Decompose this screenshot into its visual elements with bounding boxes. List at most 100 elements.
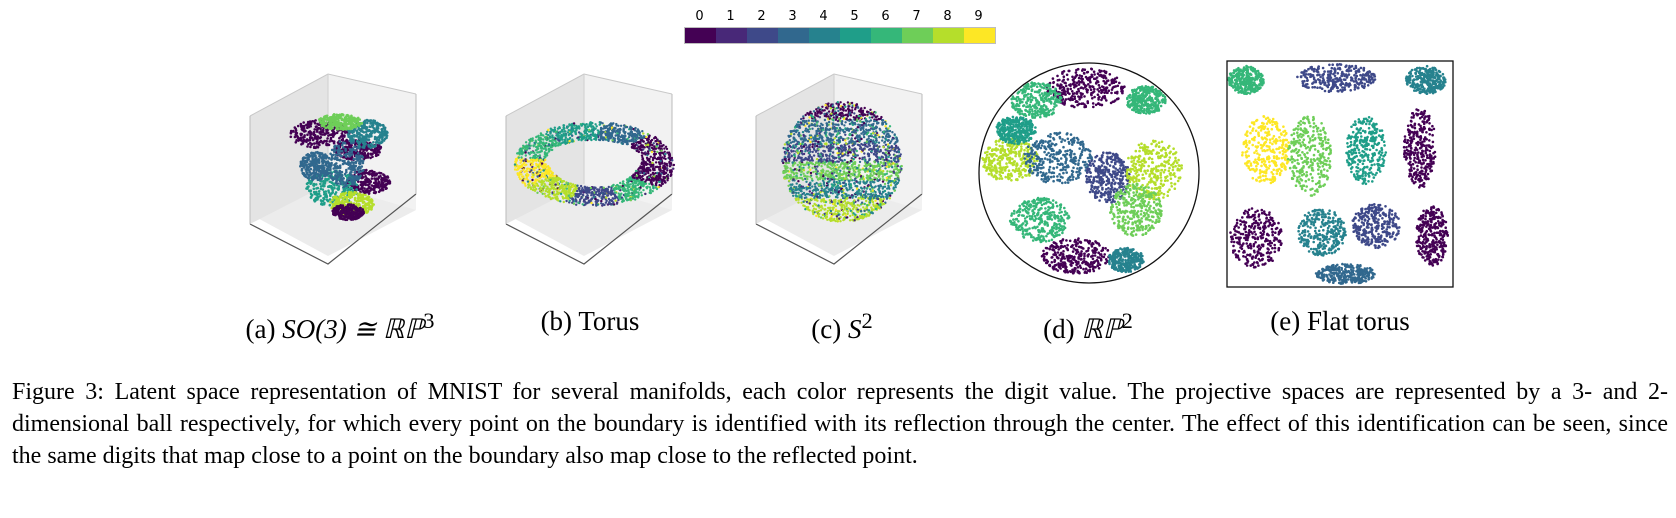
scatter-point: [325, 114, 329, 118]
scatter-point: [666, 151, 669, 154]
scatter-point: [380, 140, 384, 144]
scatter-point: [370, 169, 374, 173]
scatter-point: [304, 174, 307, 178]
scatter-point: [305, 166, 309, 169]
scatter-point: [598, 195, 601, 198]
scatter-point: [518, 153, 521, 156]
scatter-point: [624, 196, 628, 200]
scatter-point: [653, 150, 656, 153]
scatter-point: [383, 175, 386, 178]
scatter-point: [311, 160, 314, 164]
scatter-point: [320, 133, 323, 136]
scatter-point: [371, 121, 375, 124]
scatter-point: [601, 130, 605, 134]
colorbar-swatch: [933, 28, 964, 43]
scatter-point: [311, 151, 315, 155]
scatter-point: [303, 163, 307, 167]
scatter-point: [633, 145, 636, 148]
scatter-point: [562, 180, 566, 183]
scatter-point: [598, 123, 601, 126]
scatter-point: [334, 192, 337, 196]
scatter-point: [309, 145, 312, 149]
scatter-point: [543, 152, 547, 156]
scatter-point: [343, 216, 347, 219]
scatter-point: [654, 136, 658, 140]
scatter-point: [585, 187, 588, 190]
scatter-point: [353, 212, 357, 216]
scatter-point: [637, 194, 640, 198]
scatter-point: [610, 186, 613, 190]
scatter-point: [670, 156, 674, 160]
scatter-point: [599, 186, 602, 189]
scatter-point: [318, 131, 321, 134]
scatter-point: [544, 154, 547, 158]
scatter-point: [312, 132, 315, 136]
scatter-point: [353, 166, 356, 169]
scatter-point: [289, 135, 293, 139]
scatter-point: [579, 132, 582, 135]
scatter-point: [325, 172, 329, 175]
scatter-point: [619, 181, 622, 185]
scatter-point: [336, 114, 339, 117]
scatter-point: [538, 177, 541, 180]
scatter-point: [366, 121, 369, 125]
scatter-point: [349, 186, 352, 190]
scatter-point: [326, 131, 330, 135]
scatter-point: [343, 192, 347, 196]
scatter-point: [376, 124, 379, 128]
scatter-point: [353, 116, 356, 120]
scatter-point: [519, 161, 522, 164]
scatter-point: [312, 183, 315, 187]
scatter-point: [646, 143, 650, 146]
scatter-point: [528, 153, 531, 156]
scatter-point: [640, 138, 643, 142]
scatter-point: [640, 151, 644, 154]
scatter-point: [377, 141, 381, 145]
scatter-point: [332, 210, 335, 214]
scatter-point: [609, 192, 612, 196]
scatter-point: [552, 190, 556, 193]
scatter-point: [543, 192, 546, 195]
scatter-point: [631, 175, 635, 178]
scatter-point: [590, 201, 593, 205]
scatter-point: [608, 132, 612, 136]
scatter-point: [547, 177, 550, 180]
scatter-point: [370, 143, 373, 146]
scatter-point: [339, 126, 342, 130]
scatter-point: [354, 125, 357, 129]
scatter-point: [351, 129, 354, 133]
colorbar-tick-label: 3: [788, 9, 797, 24]
scatter-point: [328, 140, 331, 143]
scatter-point: [518, 173, 521, 177]
scatter-point: [361, 208, 364, 211]
scatter-point: [335, 179, 339, 182]
scatter-point: [315, 190, 318, 194]
scatter-point: [385, 136, 388, 139]
scatter-point: [611, 131, 614, 134]
scatter-point: [657, 185, 660, 189]
scatter-point: [516, 164, 519, 168]
scatter-point: [587, 200, 591, 204]
scatter-point: [377, 138, 381, 142]
scatter-point: [366, 147, 369, 151]
scatter-point: [343, 122, 347, 125]
scatter-point: [358, 128, 362, 132]
scatter-point: [370, 177, 374, 180]
scatter-point: [627, 192, 631, 195]
scatter-point: [341, 143, 344, 147]
scatter-point: [662, 172, 666, 176]
scatter-point: [339, 158, 342, 162]
scatter-point: [310, 142, 314, 146]
scatter-point: [364, 193, 367, 197]
scatter-point: [353, 171, 357, 174]
scatter-point: [668, 155, 671, 159]
scatter-point: [661, 156, 664, 159]
scatter-point: [346, 140, 349, 143]
scatter-point: [301, 162, 305, 165]
scatter-point: [607, 185, 610, 189]
scatter-point: [578, 189, 581, 192]
scatter-point: [537, 134, 540, 137]
scatter-point: [351, 210, 355, 213]
scatter-point: [612, 192, 615, 196]
scatter-point: [338, 195, 341, 198]
